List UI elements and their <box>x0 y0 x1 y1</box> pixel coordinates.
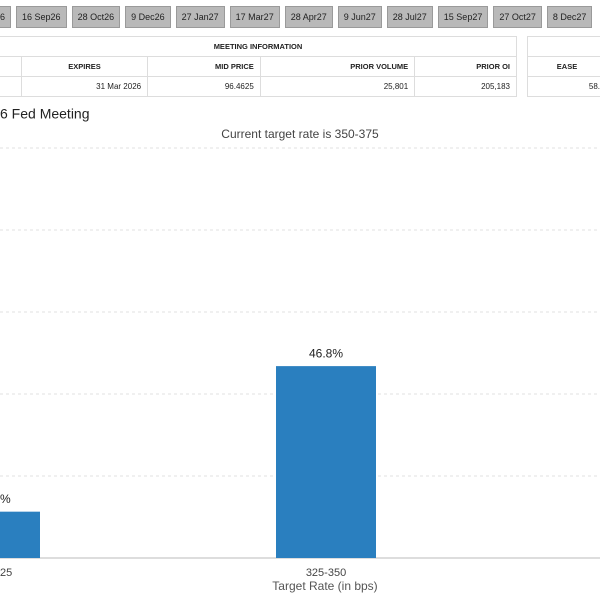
column-header: PRIOR OI <box>414 56 517 77</box>
x-tick-label: 325-350 <box>306 567 346 579</box>
meeting-table: MEETING INFORMATION EXPIRES MID PRICE PRIO… <box>0 36 517 97</box>
cell: 96.4625 <box>147 76 261 97</box>
date-tab[interactable]: 8 Dec27 <box>546 6 593 28</box>
cell: 25,801 <box>259 76 416 97</box>
date-tab[interactable]: 28 Apr27 <box>284 6 333 28</box>
date-tab[interactable]: 27 Jan27 <box>175 6 225 28</box>
chart: 6 Fed Meeting Current target rate is 350… <box>0 106 600 593</box>
column-header: EASE <box>527 56 600 77</box>
date-tab[interactable]: 9 Jun27 <box>337 6 382 28</box>
date-tab[interactable]: 16 Sep26 <box>16 6 67 28</box>
x-axis-label: Target Rate (in bps) <box>272 579 377 593</box>
tab-bar: 6 16 Sep26 28 Oct26 9 Dec26 27 Jan27 17 Mar27… <box>0 6 593 28</box>
date-tab[interactable]: 28 Jul27 <box>386 6 433 28</box>
date-tab[interactable]: 9 Dec26 <box>125 6 171 28</box>
table-title: MEETING INFORMATION <box>0 36 517 57</box>
value-label: % <box>0 492 11 506</box>
cell: 205,183 <box>414 76 517 97</box>
cell: 31 Mar 2026 <box>20 76 149 97</box>
column-header: PRIOR VOLUME <box>259 56 416 77</box>
side-table: EASE 58. <box>527 36 600 97</box>
chart-subtitle: Current target rate is 350-375 <box>221 127 379 141</box>
date-tab[interactable]: 17 Mar27 <box>229 6 280 28</box>
date-tab[interactable]: 28 Oct26 <box>71 6 121 28</box>
chart-title: 6 Fed Meeting <box>0 106 90 122</box>
date-tab[interactable]: 27 Oct27 <box>493 6 542 28</box>
column-header: EXPIRES <box>20 56 149 77</box>
column-header: MID PRICE <box>147 56 261 77</box>
date-tab[interactable]: 6 <box>0 6 12 28</box>
bar <box>0 511 40 558</box>
cell: 58. <box>527 76 600 97</box>
x-tick-label: 25 <box>0 567 12 579</box>
bar <box>276 366 376 558</box>
date-tab[interactable]: 15 Sep27 <box>437 6 489 28</box>
value-label: 46.8% <box>309 346 343 360</box>
